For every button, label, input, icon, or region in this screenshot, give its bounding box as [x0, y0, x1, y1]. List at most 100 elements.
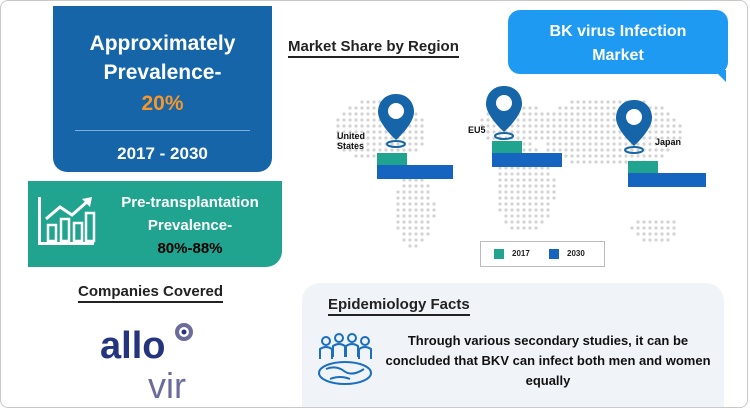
eu5-bar-2030	[492, 153, 562, 167]
map-dot	[618, 148, 622, 152]
map-dot	[660, 118, 664, 122]
map-dot	[642, 154, 646, 158]
map-dot	[408, 196, 412, 200]
map-dot	[654, 220, 658, 224]
map-dot	[612, 148, 616, 152]
logo-text-allo: allo	[100, 325, 165, 367]
map-dot	[414, 178, 418, 182]
map-dot	[522, 130, 526, 134]
epidemiology-card: Epidemiology Facts Through various secon…	[302, 283, 724, 407]
map-dot	[414, 208, 418, 212]
map-dot	[666, 130, 670, 134]
map-dot	[336, 118, 340, 122]
map-dot	[564, 118, 568, 122]
map-dot	[396, 208, 400, 212]
map-dot	[510, 130, 514, 134]
map-dot	[402, 220, 406, 224]
prevalence-divider	[75, 130, 250, 131]
map-dot	[576, 136, 580, 140]
map-dot	[594, 154, 598, 158]
map-dot	[342, 130, 346, 134]
map-dot	[570, 106, 574, 110]
pre-transplant-line2: Prevalence-	[147, 217, 233, 234]
map-dot	[390, 142, 394, 146]
map-dot	[534, 226, 538, 230]
map-dot	[372, 118, 376, 122]
map-dot	[408, 208, 412, 212]
map-dot	[642, 136, 646, 140]
map-dot	[504, 220, 508, 224]
map-dot	[576, 100, 580, 104]
map-dot	[372, 142, 376, 146]
map-dot	[378, 124, 382, 128]
prevalence-line2: Prevalence-	[103, 61, 222, 84]
map-dot	[516, 202, 520, 206]
map-dot	[636, 232, 640, 236]
map-dot	[534, 190, 538, 194]
map-dot	[546, 136, 550, 140]
map-dot	[372, 136, 376, 140]
map-dot	[612, 124, 616, 128]
map-dot	[552, 118, 556, 122]
map-dot	[384, 130, 388, 134]
map-dot	[522, 166, 526, 170]
map-dot	[516, 178, 520, 182]
map-dot	[522, 208, 526, 212]
map-dot	[648, 226, 652, 230]
map-dot	[606, 130, 610, 134]
map-dot	[402, 208, 406, 212]
map-dot	[564, 154, 568, 158]
market-title-line2: Market	[592, 47, 644, 64]
map-dot	[432, 208, 436, 212]
map-dot	[528, 166, 532, 170]
map-dot	[564, 124, 568, 128]
map-dot	[618, 160, 622, 164]
map-dot	[552, 130, 556, 134]
map-dot	[510, 226, 514, 230]
map-dot	[642, 220, 646, 224]
map-dot	[414, 220, 418, 224]
legend-swatch-2030	[549, 249, 559, 259]
map-dot	[612, 130, 616, 134]
map-dot	[612, 160, 616, 164]
map-dot	[600, 142, 604, 146]
map-dot	[534, 172, 538, 176]
map-dot	[570, 148, 574, 152]
map-dot	[600, 148, 604, 152]
map-dot	[570, 118, 574, 122]
map-dot	[570, 142, 574, 146]
map-dot	[570, 112, 574, 116]
map-dot	[402, 148, 406, 152]
map-dot	[360, 124, 364, 128]
map-dot	[414, 202, 418, 206]
map-dot	[648, 238, 652, 242]
map-dot	[420, 178, 424, 182]
map-dot	[516, 220, 520, 224]
map-dot	[546, 184, 550, 188]
map-dot	[582, 148, 586, 152]
map-dot	[558, 124, 562, 128]
map-dot	[414, 238, 418, 242]
map-dot	[402, 226, 406, 230]
map-dot	[600, 160, 604, 164]
map-dot	[576, 124, 580, 128]
map-dot	[396, 214, 400, 218]
map-dot	[342, 118, 346, 122]
map-dot	[582, 154, 586, 158]
map-dot	[504, 196, 508, 200]
pre-transplant-range: 80%-88%	[157, 240, 223, 257]
map-dot	[654, 118, 658, 122]
map-dot	[606, 124, 610, 128]
map-dot	[594, 106, 598, 110]
map-dot	[558, 130, 562, 134]
map-dot	[354, 142, 358, 146]
map-dot	[618, 154, 622, 158]
map-dot	[354, 130, 358, 134]
map-dot	[396, 148, 400, 152]
map-dot	[630, 154, 634, 158]
map-dot	[582, 106, 586, 110]
map-dot	[426, 208, 430, 212]
map-dot	[552, 124, 556, 128]
map-dot	[408, 136, 412, 140]
map-dot	[546, 130, 550, 134]
